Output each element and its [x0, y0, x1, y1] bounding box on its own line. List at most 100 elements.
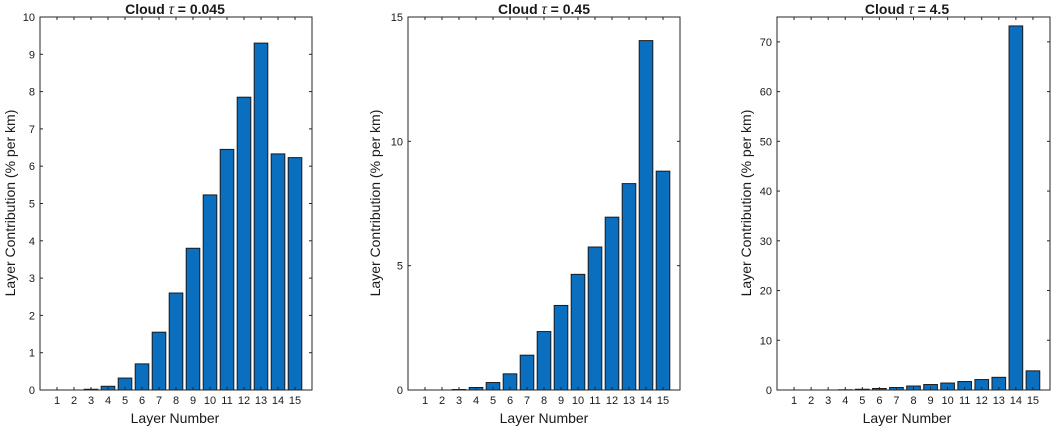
x-tick-label: 12 [976, 395, 988, 407]
x-tick-label: 14 [272, 395, 284, 407]
x-tick-label: 11 [589, 395, 600, 407]
bar-layer-14 [638, 40, 654, 391]
bar-layer-7 [519, 354, 535, 391]
x-tick-label: 13 [623, 395, 635, 407]
x-tick-label: 11 [959, 395, 970, 407]
x-tick-label: 14 [1010, 395, 1022, 407]
x-tick-label: 4 [842, 395, 848, 407]
chart-panel-1: Cloud τ = 0.045 Layer Number Layer Contr… [2, 1, 313, 426]
x-tick-label: 9 [190, 395, 196, 407]
bar-layer-15 [655, 170, 671, 391]
x-tick-label: 3 [825, 395, 831, 407]
x-axis-label: Layer Number [131, 410, 220, 426]
y-tick-label: 50 [760, 136, 772, 148]
x-tick-label: 8 [173, 395, 179, 407]
y-tick-label: 4 [29, 236, 35, 248]
bar-layer-14 [270, 153, 286, 391]
y-axis-label: Layer Contribution (% per km) [2, 110, 18, 297]
x-tick-label: 15 [657, 395, 669, 407]
x-tick-label: 5 [490, 395, 496, 407]
y-axis-label: Layer Contribution (% per km) [367, 110, 383, 297]
chart-title: Cloud τ = 0.45 [498, 1, 590, 17]
x-tick-label: 1 [422, 395, 428, 407]
bar-layer-12 [236, 96, 252, 391]
y-tick-label: 0 [766, 385, 772, 397]
y-tick-label: 15 [391, 12, 403, 24]
x-tick-label: 6 [876, 395, 882, 407]
x-tick-label: 15 [1027, 395, 1039, 407]
y-tick-label: 2 [29, 310, 35, 322]
x-tick-label: 13 [255, 395, 267, 407]
x-tick-label: 12 [238, 395, 250, 407]
x-tick-label: 14 [640, 395, 652, 407]
bar-layer-13 [621, 183, 637, 391]
x-tick-label: 6 [139, 395, 145, 407]
x-tick-label: 2 [808, 395, 814, 407]
y-tick-label: 30 [760, 236, 772, 248]
y-axis-label: Layer Contribution (% per km) [738, 110, 754, 297]
x-tick-label: 10 [572, 395, 584, 407]
x-tick-label: 12 [606, 395, 618, 407]
x-tick-label: 9 [558, 395, 564, 407]
bar-layer-6 [134, 363, 150, 391]
x-tick-label: 1 [791, 395, 797, 407]
chart-panel-3: Cloud τ = 4.5 Layer Number Layer Contrib… [738, 1, 1051, 426]
x-tick-label: 13 [993, 395, 1005, 407]
y-tick-label: 3 [29, 273, 35, 285]
bar-layer-13 [253, 42, 269, 391]
x-tick-label: 2 [439, 395, 445, 407]
x-tick-label: 8 [910, 395, 916, 407]
bar-layer-9 [185, 247, 201, 391]
bar-layer-8 [168, 292, 184, 391]
x-tick-label: 5 [859, 395, 865, 407]
x-axis-label: Layer Number [500, 410, 589, 426]
y-tick-label: 5 [397, 261, 403, 273]
y-tick-label: 20 [760, 286, 772, 298]
bar-layer-10 [202, 194, 218, 391]
x-axis-label: Layer Number [863, 410, 952, 426]
x-tick-label: 3 [456, 395, 462, 407]
x-tick-label: 7 [893, 395, 899, 407]
x-tick-label: 6 [507, 395, 513, 407]
chart-panel-2: Cloud τ = 0.45 Layer Number Layer Contri… [367, 1, 681, 426]
x-tick-label: 4 [473, 395, 479, 407]
y-tick-label: 70 [760, 37, 772, 49]
x-tick-label: 1 [54, 395, 60, 407]
bar-layer-11 [219, 148, 235, 391]
y-tick-label: 5 [29, 199, 35, 211]
y-tick-label: 10 [760, 335, 772, 347]
y-tick-label: 0 [397, 385, 403, 397]
x-tick-label: 10 [204, 395, 216, 407]
x-tick-label: 11 [221, 395, 232, 407]
y-tick-label: 40 [760, 186, 772, 198]
y-tick-label: 0 [29, 385, 35, 397]
chart-title: Cloud τ = 4.5 [865, 1, 949, 17]
y-tick-label: 1 [29, 348, 35, 360]
x-tick-label: 9 [928, 395, 934, 407]
bar-layer-10 [570, 273, 586, 391]
bar-layer-9 [553, 304, 569, 391]
y-tick-label: 7 [29, 124, 35, 136]
bar-layer-15 [287, 157, 303, 391]
x-tick-label: 8 [541, 395, 547, 407]
bar-layer-8 [536, 331, 552, 391]
x-tick-label: 10 [942, 395, 954, 407]
y-tick-label: 10 [391, 136, 403, 148]
x-tick-label: 5 [122, 395, 128, 407]
y-tick-label: 10 [23, 12, 35, 24]
bar-layer-12 [604, 216, 620, 391]
y-tick-label: 9 [29, 49, 35, 61]
x-tick-label: 7 [156, 395, 162, 407]
x-tick-label: 3 [88, 395, 94, 407]
x-tick-label: 7 [524, 395, 530, 407]
x-tick-label: 15 [289, 395, 301, 407]
bar-layer-11 [587, 246, 603, 391]
y-tick-label: 6 [29, 161, 35, 173]
bar-layer-14 [1008, 25, 1024, 391]
x-tick-label: 4 [105, 395, 111, 407]
y-tick-label: 8 [29, 87, 35, 99]
y-tick-label: 60 [760, 87, 772, 99]
bar-layer-7 [151, 331, 167, 391]
x-tick-label: 2 [71, 395, 77, 407]
